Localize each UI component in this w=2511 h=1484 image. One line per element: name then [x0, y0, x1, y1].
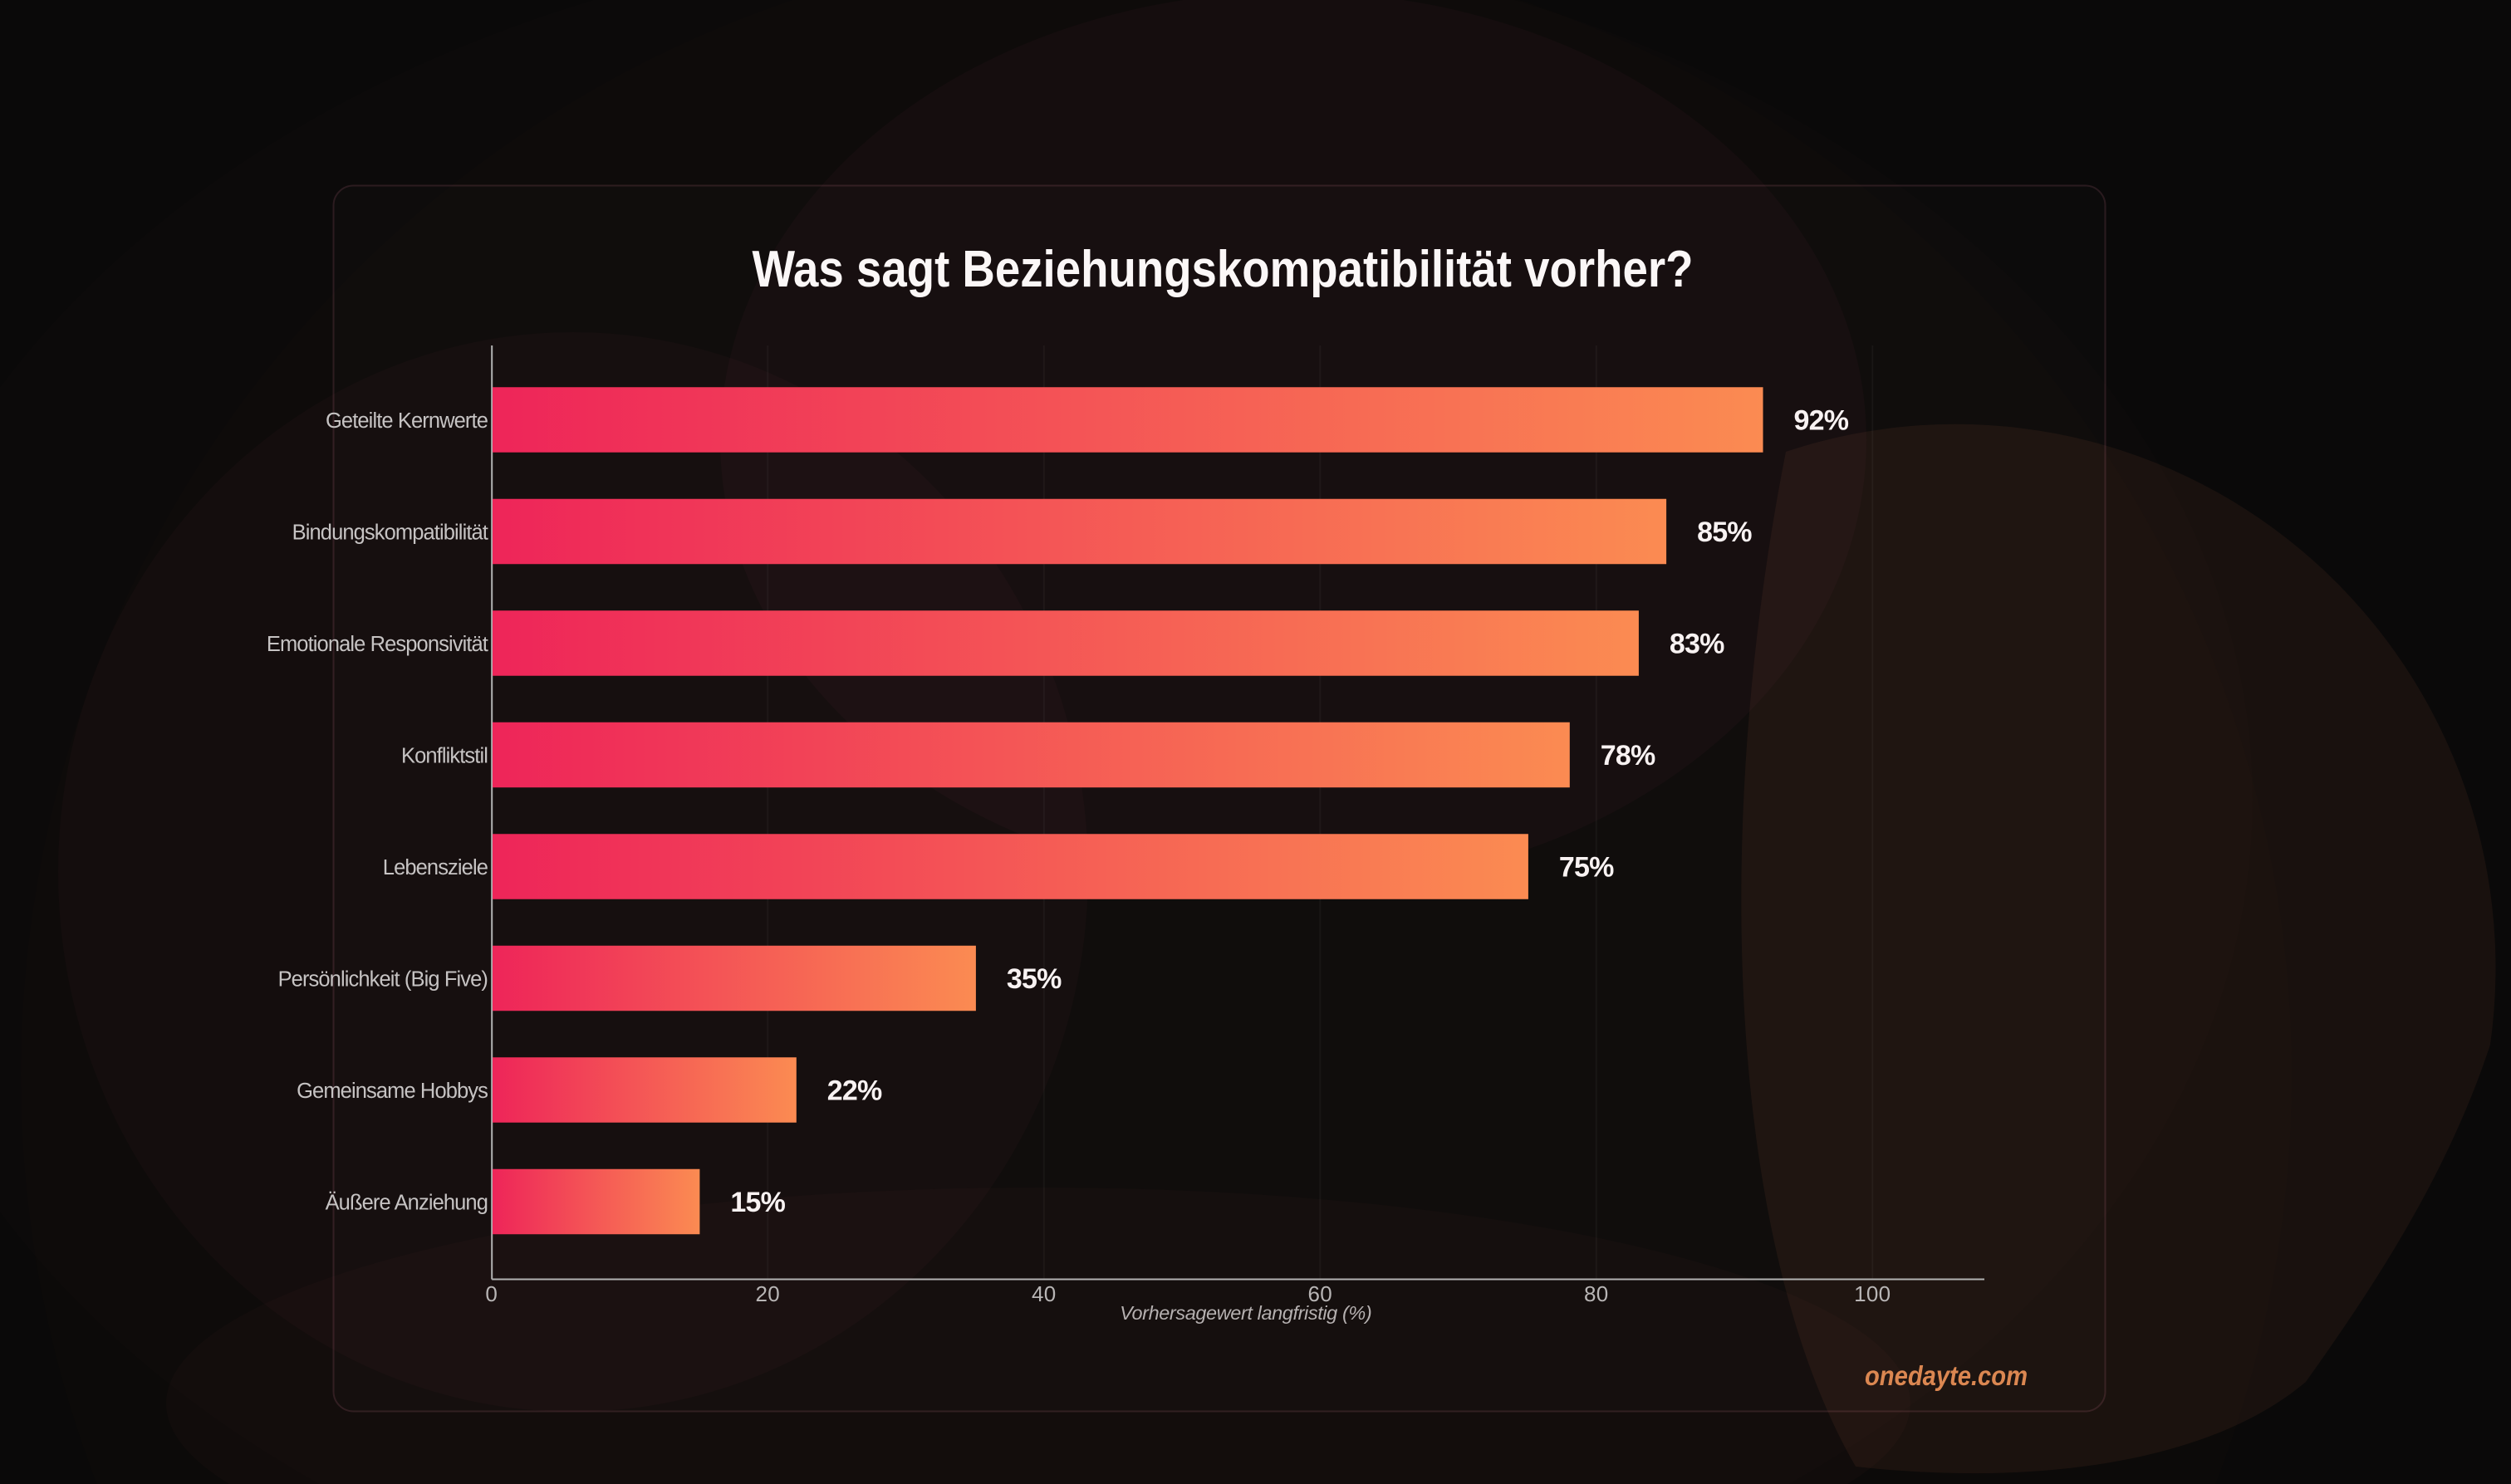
svg-text:100: 100: [1854, 1281, 1891, 1306]
svg-text:Persönlichkeit (Big Five): Persönlichkeit (Big Five): [278, 968, 488, 992]
svg-text:60: 60: [1308, 1281, 1333, 1306]
svg-text:78%: 78%: [1601, 740, 1655, 771]
svg-text:22%: 22%: [827, 1075, 882, 1107]
svg-text:Was sagt Beziehungskompatibili: Was sagt Beziehungskompatibilität vorher…: [753, 241, 1694, 298]
svg-text:Geteilte Kernwerte: Geteilte Kernwerte: [326, 409, 488, 433]
svg-text:Gemeinsame Hobbys: Gemeinsame Hobbys: [297, 1080, 488, 1103]
svg-text:80: 80: [1584, 1281, 1609, 1306]
svg-text:75%: 75%: [1559, 852, 1614, 884]
svg-text:Vorhersagewert langfristig (%): Vorhersagewert langfristig (%): [1120, 1302, 1371, 1324]
svg-text:Emotionale Responsivität: Emotionale Responsivität: [267, 633, 488, 656]
svg-text:83%: 83%: [1670, 629, 1724, 660]
svg-text:0: 0: [485, 1281, 498, 1306]
svg-text:92%: 92%: [1794, 405, 1849, 437]
svg-text:15%: 15%: [730, 1187, 785, 1218]
svg-text:35%: 35%: [1007, 963, 1062, 995]
svg-text:Konfliktstil: Konfliktstil: [401, 745, 488, 768]
svg-text:40: 40: [1032, 1281, 1057, 1306]
svg-text:20: 20: [756, 1281, 781, 1306]
svg-text:Lebensziele: Lebensziele: [383, 856, 488, 879]
svg-text:Äußere Anziehung: Äußere Anziehung: [326, 1192, 488, 1215]
svg-text:onedayte.com: onedayte.com: [1865, 1360, 2028, 1391]
svg-text:85%: 85%: [1697, 517, 1752, 548]
svg-text:Bindungskompatibilität: Bindungskompatibilität: [292, 522, 488, 545]
